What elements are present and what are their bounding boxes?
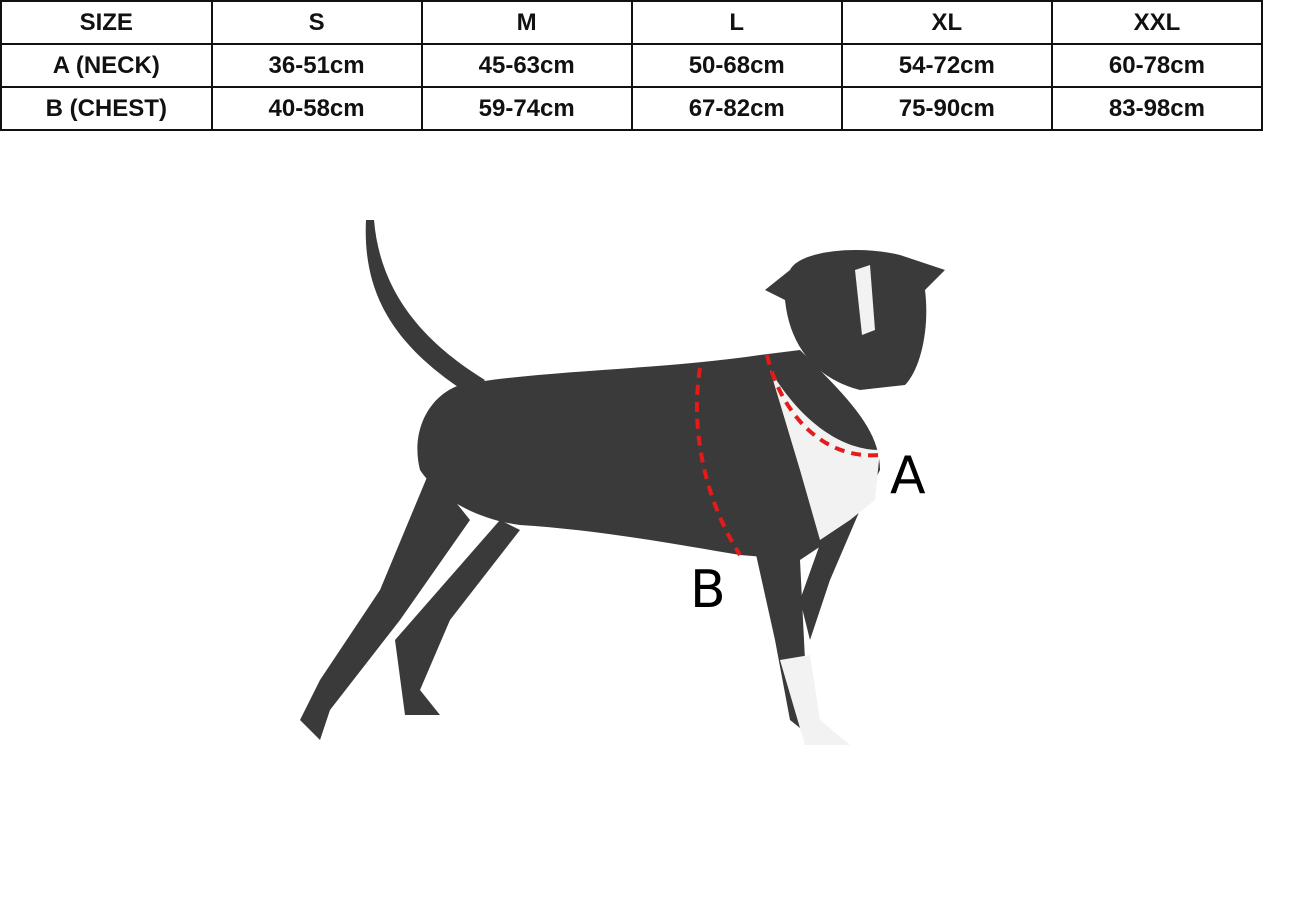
header-cell: L — [630, 0, 843, 45]
row-label: B (CHEST) — [0, 86, 213, 131]
chest-measure-line — [694, 367, 742, 557]
table-cell: 45-63cm — [420, 43, 633, 88]
dog-body — [300, 220, 945, 740]
header-cell: XXL — [1050, 0, 1264, 45]
table-cell: 83-98cm — [1050, 86, 1264, 131]
table-cell: 36-51cm — [210, 43, 423, 88]
table-cell: 54-72cm — [840, 43, 1053, 88]
dog-white-markings — [770, 265, 880, 745]
table-cell: 50-68cm — [630, 43, 843, 88]
table-row: A (NECK) 36-51cm 45-63cm 50-68cm 54-72cm… — [0, 43, 1264, 88]
header-cell: SIZE — [0, 0, 213, 45]
header-cell: M — [420, 0, 633, 45]
table-row: B (CHEST) 40-58cm 59-74cm 67-82cm 75-90c… — [0, 86, 1264, 131]
table-cell: 59-74cm — [420, 86, 633, 131]
neck-label: A — [890, 446, 926, 506]
table-cell: 60-78cm — [1050, 43, 1264, 88]
measure-lines — [694, 354, 881, 557]
neck-measure-line — [765, 354, 881, 458]
header-cell: S — [210, 0, 423, 45]
table-cell: 40-58cm — [210, 86, 423, 131]
header-cell: XL — [840, 0, 1053, 45]
size-chart-table: SIZE S M L XL XXL A (NECK) 36-51cm 45-63… — [0, 0, 1264, 131]
table-header-row: SIZE S M L XL XXL — [0, 0, 1264, 45]
table-cell: 67-82cm — [630, 86, 843, 131]
chest-label: B — [690, 560, 726, 620]
row-label: A (NECK) — [0, 43, 213, 88]
table-cell: 75-90cm — [840, 86, 1053, 131]
